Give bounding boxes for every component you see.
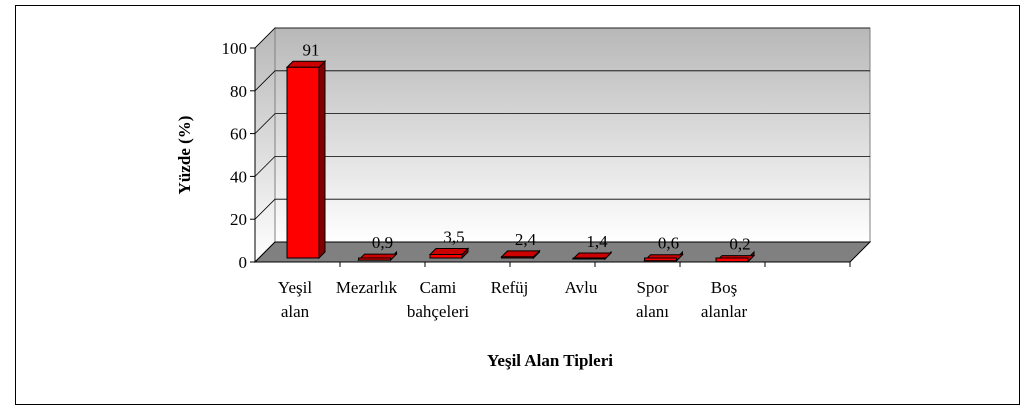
data-label: 0,2 xyxy=(729,235,750,254)
x-tick-label: Avlu xyxy=(565,278,598,297)
grid-line xyxy=(254,155,870,177)
grid-line xyxy=(254,113,870,134)
data-label: 91 xyxy=(303,40,320,59)
y-tick-label: 40 xyxy=(230,167,247,186)
bar xyxy=(429,254,463,259)
data-label: 0,6 xyxy=(658,234,679,253)
bar xyxy=(501,256,534,259)
y-tick-label: 0 xyxy=(239,253,248,272)
y-tick-label: 80 xyxy=(230,82,247,101)
x-tick-label: Mezarlık xyxy=(336,278,398,297)
data-label: 1,4 xyxy=(586,232,608,251)
data-label: 2,4 xyxy=(515,230,537,249)
bar xyxy=(715,257,749,263)
x-tick-label: Boş alanlar xyxy=(701,278,748,321)
data-label: 0,9 xyxy=(372,233,393,252)
x-tick-label: Yeşil alan xyxy=(278,278,312,321)
bar-top xyxy=(285,60,327,68)
bar xyxy=(644,257,677,262)
grid-line xyxy=(254,70,870,92)
x-tick-label: Refüj xyxy=(491,278,529,297)
x-axis-title: Yeşil Alan Tipleri xyxy=(487,351,613,370)
x-tick-label: Spor alanı xyxy=(636,278,669,321)
y-tick-label: 60 xyxy=(230,125,247,144)
y-axis-title: Yüzde (%) xyxy=(175,116,194,195)
y-tick-label: 20 xyxy=(230,210,247,229)
grid-line xyxy=(254,198,870,220)
floor xyxy=(253,241,872,263)
grid-line xyxy=(254,27,870,49)
bar xyxy=(286,66,320,259)
grid-line xyxy=(254,241,870,263)
bar xyxy=(358,257,391,261)
x-tick-label: Cami bahçeleri xyxy=(407,278,470,321)
y-tick-label: 100 xyxy=(222,39,248,58)
bar-top xyxy=(500,250,541,258)
data-label: 3,5 xyxy=(443,228,464,247)
bar-top xyxy=(428,248,470,256)
side-wall xyxy=(254,26,276,264)
bar-side xyxy=(318,60,326,260)
bar xyxy=(572,257,606,260)
back-wall xyxy=(274,27,871,243)
